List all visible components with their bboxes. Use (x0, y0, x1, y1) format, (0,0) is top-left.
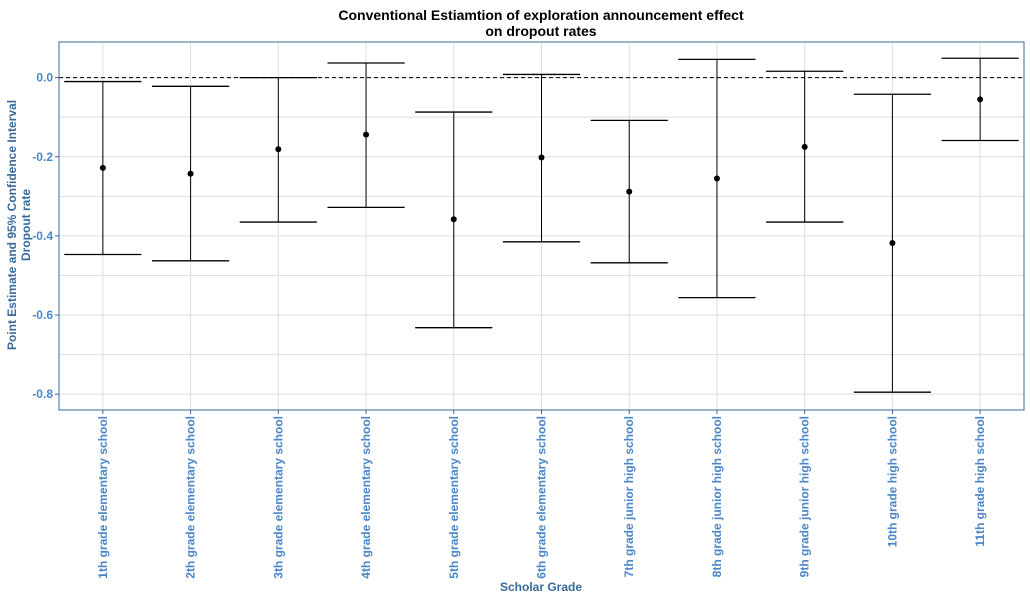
chart-title-line-2: on dropout rates (485, 23, 596, 39)
error-bar-10 (942, 58, 1019, 140)
x-tick-label-10: 11th grade high school (973, 416, 987, 547)
point-estimate-0 (100, 165, 106, 171)
y-axis-title-line-2: Dropout rate (19, 189, 33, 261)
point-estimate-6 (626, 189, 632, 195)
y-tick-label-3: -0.6 (32, 308, 53, 322)
x-tick-label-0: 1th grade elementary school (96, 416, 110, 579)
point-estimate-1 (188, 171, 194, 177)
error-bar-3 (327, 63, 404, 207)
x-tick-label-3: 4th grade elementary school (359, 416, 373, 579)
x-axis-title: Scholar Grade (500, 580, 582, 594)
x-tick-label-5: 6th grade elementary school (535, 416, 549, 579)
x-tick-label-1: 2th grade elementary school (184, 416, 198, 579)
x-tick-label-8: 9th grade junior high school (798, 416, 812, 577)
error-bar-1 (152, 86, 229, 261)
error-bar-8 (766, 71, 843, 222)
chart-title-line-1: Conventional Estiamtion of exploration a… (338, 7, 744, 23)
error-bar-2 (240, 78, 317, 222)
x-tick-label-4: 5th grade elementary school (447, 416, 461, 579)
error-bar-0 (64, 82, 141, 255)
y-axis-title-line-1: Point Estimate and 95% Confidence Interv… (5, 100, 19, 350)
x-tick-label-2: 3th grade elementary school (271, 416, 285, 579)
error-bar-4 (415, 112, 492, 328)
point-estimate-3 (363, 132, 369, 138)
x-tick-labels: 1th grade elementary school 2th grade ele… (96, 410, 987, 579)
point-estimate-9 (889, 240, 895, 246)
error-bar-7 (678, 59, 755, 297)
y-axis-title: Point Estimate and 95% Confidence Interv… (5, 100, 33, 350)
y-tick-label-4: -0.8 (32, 387, 53, 401)
error-bar-6 (591, 120, 668, 262)
point-estimate-4 (451, 216, 457, 222)
y-tick-label-2: -0.4 (32, 229, 53, 243)
x-tick-label-7: 8th grade junior high school (710, 416, 724, 577)
error-bar-9 (854, 94, 931, 392)
x-tick-label-9: 10th grade high school (885, 416, 899, 547)
point-estimate-2 (275, 146, 281, 152)
x-tick-label-6: 7th grade junior high school (622, 416, 636, 577)
point-estimate-5 (539, 155, 545, 161)
y-tick-labels: 0.0 -0.2 -0.4 -0.6 -0.8 (32, 71, 59, 402)
error-bar-5 (503, 74, 580, 241)
point-estimate-7 (714, 176, 720, 182)
point-estimate-8 (802, 144, 808, 150)
y-tick-label-0: 0.0 (36, 71, 53, 85)
point-estimate-10 (977, 96, 983, 102)
y-tick-label-1: -0.2 (32, 150, 53, 164)
